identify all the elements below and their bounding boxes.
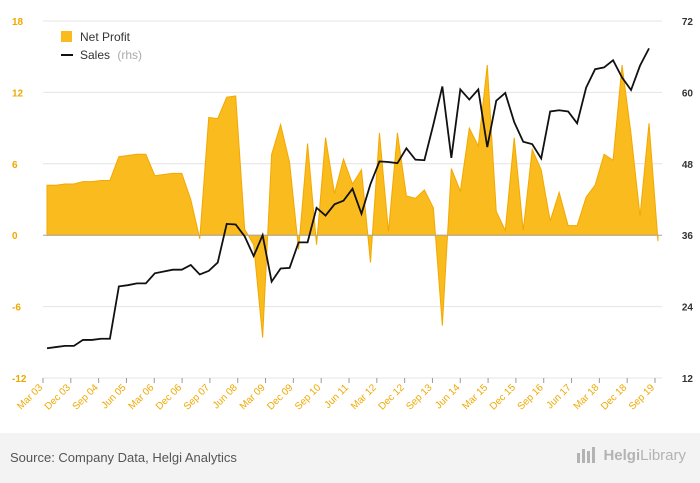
footer: Source: Company Data, Helgi Analytics He… xyxy=(0,433,700,483)
x-tick-label: Dec 15 xyxy=(488,382,518,412)
library-icon xyxy=(577,447,596,463)
left-tick-label: -12 xyxy=(12,374,27,385)
sales-line xyxy=(46,47,650,350)
x-tick-label: Dec 18 xyxy=(599,382,629,412)
net-profit-area xyxy=(46,64,659,338)
left-tick-label: 18 xyxy=(12,17,24,28)
right-tick-label: 12 xyxy=(682,374,694,385)
x-tick-label: Mar 03 xyxy=(15,382,45,412)
logo-text-prefix: Helgi xyxy=(603,446,641,464)
x-tick-label: Dec 03 xyxy=(43,382,73,412)
x-tick-label: Sep 10 xyxy=(293,382,323,412)
x-tick-label: Jun 08 xyxy=(211,382,240,411)
left-axis: -12 -6 0 6 12 18 xyxy=(12,17,27,385)
x-tick-label: Sep 19 xyxy=(627,382,657,412)
right-tick-label: 36 xyxy=(682,231,694,242)
x-tick-label: Sep 04 xyxy=(71,382,101,412)
right-tick-label: 60 xyxy=(682,88,694,99)
x-tick-label: Jun 14 xyxy=(433,382,462,411)
x-tick-label: Mar 06 xyxy=(127,382,157,412)
legend-sales-label: Sales (rhs) xyxy=(80,48,142,62)
source-text: Source: Company Data, Helgi Analytics xyxy=(10,450,237,465)
right-axis: 12 24 36 48 60 72 xyxy=(682,17,694,385)
helgi-library-logo: HelgiLibrary xyxy=(576,446,686,464)
x-tick-label: Jun 11 xyxy=(323,382,352,411)
x-tick-label: Mar 18 xyxy=(572,382,602,412)
legend-net-profit-swatch xyxy=(61,31,72,42)
x-tick-label: Jun 17 xyxy=(545,382,574,411)
x-tick-label: Dec 06 xyxy=(154,382,184,412)
x-tick-label: Sep 07 xyxy=(182,382,212,412)
x-tick-label: Jun 05 xyxy=(100,382,129,411)
x-tick-label: Dec 12 xyxy=(377,382,407,412)
right-tick-label: 72 xyxy=(682,17,694,28)
x-tick-label: Sep 13 xyxy=(404,382,434,412)
x-tick-label: Dec 09 xyxy=(265,382,295,412)
left-tick-label: 12 xyxy=(12,88,24,99)
legend: Net Profit Sales (rhs) xyxy=(61,30,142,62)
x-tick-label: Mar 12 xyxy=(349,382,379,412)
legend-net-profit-label: Net Profit xyxy=(80,30,131,44)
legend-sales-name: Sales xyxy=(80,48,110,62)
left-tick-label: 0 xyxy=(12,231,18,242)
right-tick-label: 48 xyxy=(682,160,694,171)
left-tick-label: 6 xyxy=(12,160,18,171)
legend-sales-rhs: (rhs) xyxy=(117,48,142,62)
logo-text-suffix: Library xyxy=(640,446,686,464)
right-tick-label: 24 xyxy=(682,303,694,314)
x-tick-label: Sep 16 xyxy=(516,382,546,412)
x-tick-label: Mar 09 xyxy=(238,382,268,412)
x-tick-label: Mar 15 xyxy=(460,382,490,412)
left-tick-label: -6 xyxy=(12,303,21,314)
